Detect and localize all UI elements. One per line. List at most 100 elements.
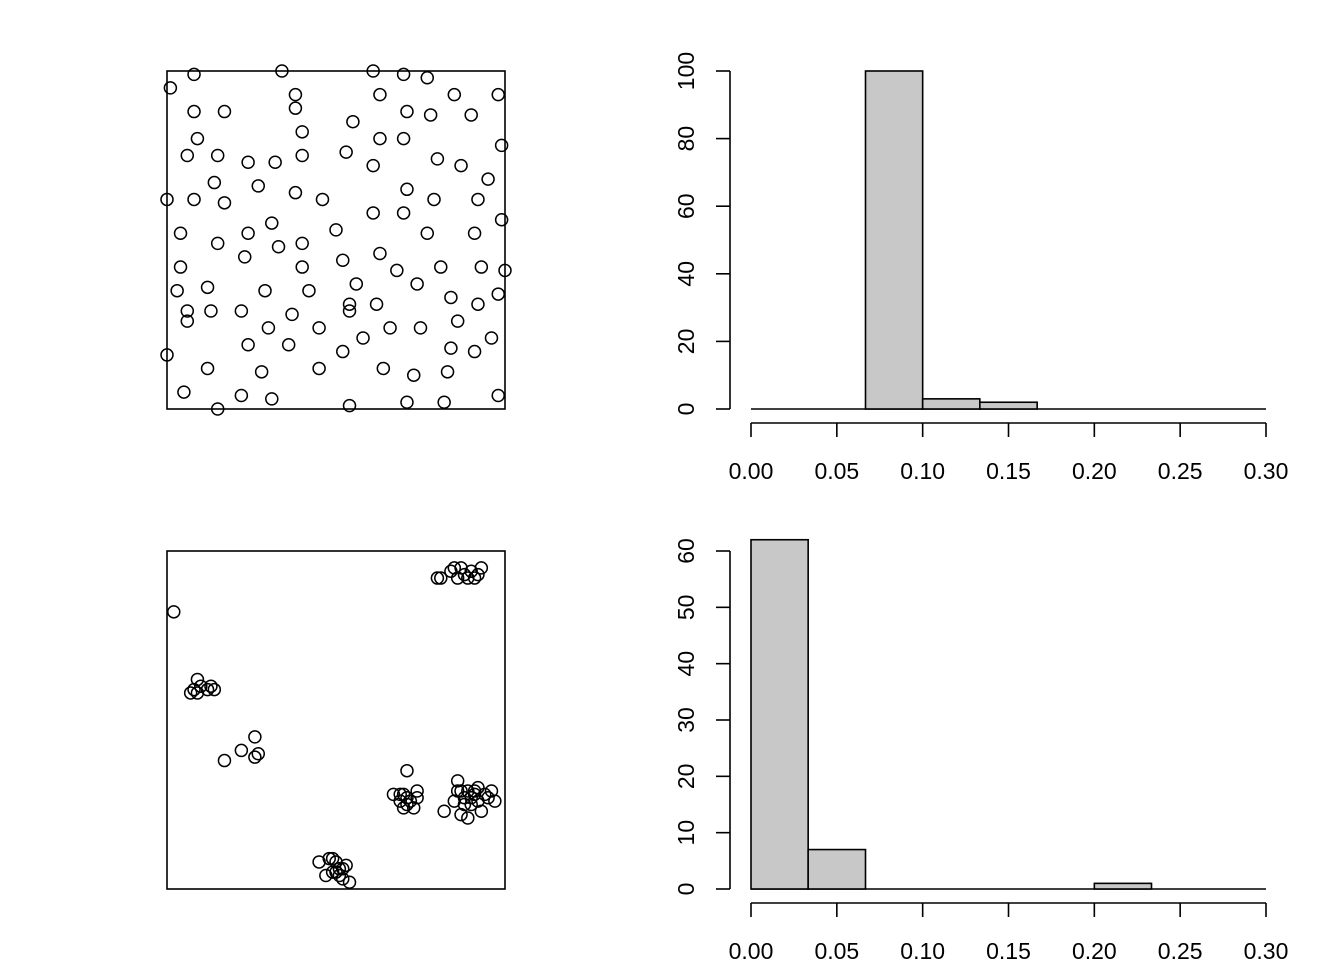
- scatter-point: [491, 87, 505, 102]
- scatter-point: [336, 253, 350, 268]
- scatter-point: [430, 152, 445, 166]
- scatter-point: [488, 794, 502, 808]
- scatter-point: [400, 797, 414, 812]
- scatter-point: [237, 250, 252, 264]
- scatter-point: [427, 192, 441, 207]
- scatter-point: [281, 338, 296, 352]
- scatter-point: [265, 392, 279, 406]
- x-tick-label: 0.20: [1072, 938, 1117, 960]
- scatter-panel-top-left: [160, 64, 512, 416]
- scatter-point: [366, 64, 380, 78]
- scatter-point: [396, 206, 411, 220]
- scatter-point: [423, 108, 438, 122]
- scatter-point: [484, 331, 499, 345]
- scatter-point: [163, 81, 178, 95]
- scatter-point: [386, 787, 401, 802]
- scatter-point: [437, 804, 451, 819]
- scatter-point: [491, 388, 505, 403]
- scatter-point: [396, 131, 411, 146]
- scatter-point: [207, 682, 222, 697]
- scatter-point: [410, 277, 424, 291]
- scatter-point: [440, 365, 455, 379]
- scatter-point: [160, 192, 174, 207]
- scatter-point: [325, 851, 340, 866]
- x-tick-label: 0.10: [900, 938, 945, 960]
- scatter-point: [403, 794, 418, 808]
- scatter-point: [251, 747, 266, 761]
- scatter-point: [177, 385, 191, 399]
- histogram-bar: [807, 848, 867, 890]
- y-tick-label: 0: [673, 883, 699, 896]
- scatter-point: [342, 875, 357, 889]
- scatter-point: [373, 246, 387, 261]
- scatter-point: [268, 155, 282, 170]
- scatter-point: [248, 730, 262, 744]
- scatter-point: [400, 104, 414, 119]
- scatter-point: [180, 148, 195, 163]
- scatter-point: [406, 368, 421, 382]
- scatter-point: [444, 341, 458, 355]
- scatter-point: [393, 794, 407, 808]
- scatter-point: [271, 240, 286, 254]
- scatter-point: [461, 571, 475, 585]
- scatter-point: [336, 861, 350, 876]
- histogram-panel-top-right: 0.00 0.05 0.10 0.15 0.20 0.25 0.30 0 20 40 60 80 100: [673, 52, 1288, 484]
- x-axis: 0.00 0.05 0.10 0.15 0.20 0.25 0.30: [729, 422, 1289, 484]
- x-tick-label: 0.05: [814, 458, 859, 484]
- x-tick-label: 0.30: [1244, 458, 1289, 484]
- scatter-point: [376, 361, 391, 376]
- histogram-panel-bottom-right: 0.00 0.05 0.10 0.15 0.20 0.25 0.30 0 10 20 30 40 50 6…: [673, 538, 1289, 964]
- y-tick-label: 40: [673, 651, 699, 677]
- x-tick-label: 0.25: [1158, 458, 1203, 484]
- scatter-point: [413, 321, 428, 335]
- scatter-point: [400, 763, 414, 778]
- scatter-point: [210, 148, 225, 163]
- scatter-point: [342, 398, 357, 413]
- scatter-point: [498, 263, 512, 278]
- scatter-point: [410, 784, 424, 798]
- y-tick-label: 60: [673, 538, 699, 564]
- scatter-point: [373, 87, 387, 102]
- scatter-point: [248, 750, 262, 764]
- y-tick-label: 50: [673, 595, 699, 621]
- scatter-point: [251, 179, 266, 193]
- scatter-point: [467, 226, 482, 240]
- scatter-point: [336, 872, 350, 886]
- scatter-point: [190, 131, 205, 146]
- scatter-point: [332, 868, 347, 883]
- scatter-point: [261, 321, 276, 335]
- scatter-point: [180, 314, 195, 328]
- scatter-point: [339, 858, 353, 873]
- histogram-bar: [1093, 882, 1153, 890]
- scatter-point: [190, 672, 205, 687]
- scatter-point: [474, 260, 489, 274]
- scatter-point: [342, 304, 357, 318]
- scatter-point: [410, 790, 424, 805]
- scatter-point: [494, 138, 509, 153]
- scatter-point: [329, 865, 343, 879]
- x-tick-label: 0.00: [729, 938, 774, 960]
- scatter-point: [254, 365, 269, 379]
- x-tick-label: 0.20: [1072, 458, 1117, 484]
- x-tick-label: 0.30: [1244, 938, 1289, 960]
- scatter-point: [339, 145, 353, 159]
- scatter-point: [302, 283, 316, 298]
- scatter-point: [167, 605, 181, 619]
- scatter-point: [241, 155, 255, 170]
- scatter-point: [450, 314, 465, 328]
- plot-frame: [166, 70, 506, 410]
- scatter-point: [329, 223, 343, 237]
- scatter-point: [457, 797, 472, 812]
- scatter-point: [471, 192, 485, 207]
- y-axis: 0 20 40 60 80 100: [673, 52, 731, 415]
- scatter-point: [481, 172, 495, 186]
- scatter-point: [312, 321, 326, 335]
- scatter-point: [285, 307, 299, 322]
- scatter-point: [437, 395, 451, 409]
- scatter-panel-bottom-left: [166, 550, 506, 890]
- scatter-point: [234, 743, 249, 758]
- scatter-point: [190, 686, 205, 700]
- scatter-point: [204, 679, 218, 693]
- y-tick-label: 10: [673, 820, 699, 846]
